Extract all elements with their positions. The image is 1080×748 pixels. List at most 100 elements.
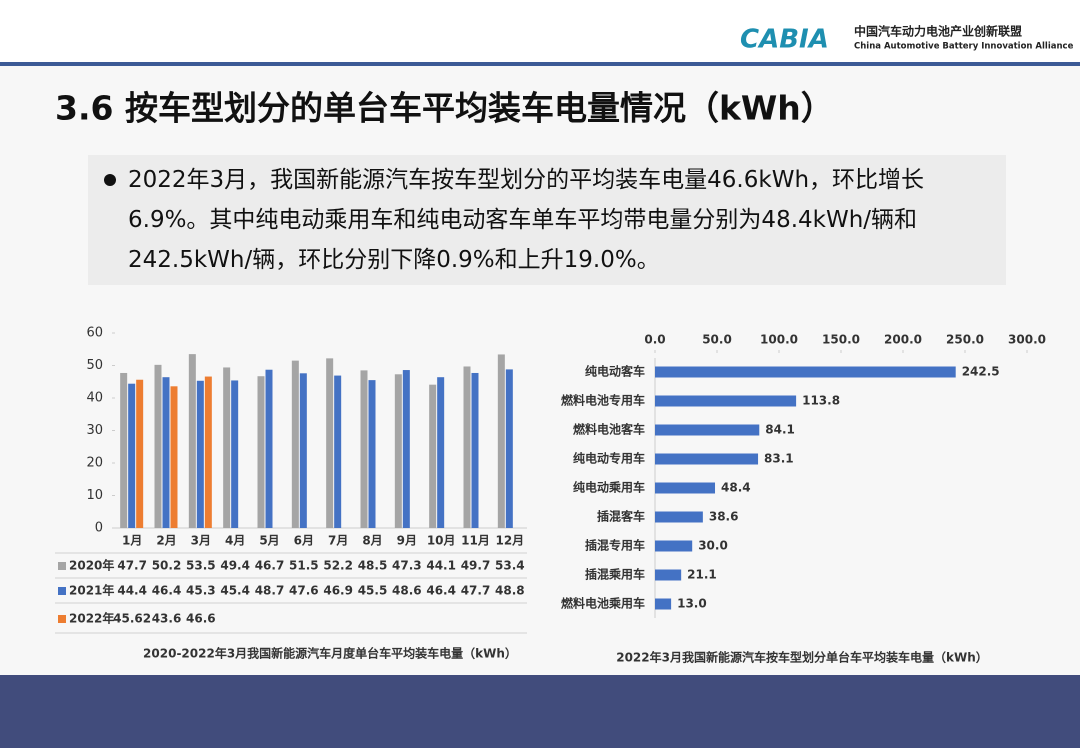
bar: [505, 369, 513, 528]
data-label: 84.1: [765, 423, 795, 437]
bar: [655, 569, 682, 581]
legend-swatch: [58, 615, 66, 623]
table-cell: 52.2: [323, 559, 353, 573]
bar: [334, 375, 342, 528]
y-tick-label: 50: [86, 358, 103, 373]
table-cell: 47.6: [289, 584, 319, 598]
table-cell: 47.3: [392, 559, 422, 573]
y-tick-label: 纯电动客车: [585, 364, 645, 379]
y-tick-label: 60: [86, 326, 103, 341]
y-tick-label: 燃料电池客车: [573, 422, 645, 437]
y-tick-label: 纯电动专用车: [573, 451, 645, 466]
x-tick-label: 4月: [225, 534, 245, 548]
org-cn: 中国汽车动力电池产业创新联盟: [854, 24, 1022, 39]
x-tick-label: 7月: [328, 534, 348, 548]
bar: [291, 360, 299, 528]
x-tick-label: 100.0: [760, 333, 798, 347]
bar: [170, 386, 178, 528]
bar: [257, 376, 265, 528]
bar: [360, 370, 368, 528]
table-cell: 46.4: [426, 584, 456, 598]
bar: [471, 372, 479, 528]
y-tick-label: 插混专用车: [585, 538, 645, 553]
bar: [655, 424, 760, 436]
bar: [299, 373, 307, 528]
y-tick-label: 纯电动乘用车: [573, 480, 645, 495]
table-cell: 45.4: [220, 584, 250, 598]
data-label: 38.6: [709, 510, 739, 524]
bar: [154, 364, 162, 528]
legend-swatch: [58, 562, 66, 570]
data-label: 242.5: [962, 365, 1000, 379]
data-label: 48.4: [721, 481, 751, 495]
footer-band: [0, 675, 1080, 748]
bullet-dot: [104, 174, 116, 186]
data-label: 113.8: [802, 394, 840, 408]
y-tick-label: 20: [86, 456, 103, 471]
table-cell: 48.6: [392, 584, 422, 598]
x-tick-label: 12月: [495, 534, 524, 548]
bar: [136, 379, 144, 528]
bar: [196, 380, 204, 528]
bar: [497, 354, 505, 528]
bar: [368, 380, 376, 528]
bullet-box: [88, 155, 1006, 285]
bar: [655, 598, 672, 610]
table-cell: 46.7: [255, 559, 285, 573]
y-tick-label: 10: [86, 488, 103, 503]
table-cell: 43.6: [152, 612, 182, 626]
y-tick-label: 0: [95, 521, 103, 536]
x-tick-label: 10月: [427, 534, 456, 548]
table-cell: 53.4: [495, 559, 525, 573]
table-cell: 50.2: [152, 559, 182, 573]
bullet-text: 2022年3月，我国新能源汽车按车型划分的平均装车电量46.6kWh，环比增长6…: [128, 167, 925, 273]
y-tick-label: 30: [86, 423, 103, 438]
bar: [223, 367, 231, 528]
x-tick-label: 6月: [294, 534, 314, 548]
slide-title: 3.6 按车型划分的单台车平均装车电量情况（kWh）: [55, 89, 834, 128]
table-cell: 51.5: [289, 559, 319, 573]
bar: [204, 376, 212, 528]
table-cell: 45.5: [358, 584, 388, 598]
x-tick-label: 8月: [362, 534, 382, 548]
x-tick-label: 3月: [191, 534, 211, 548]
y-tick-label: 插混乘用车: [585, 567, 645, 582]
bar: [655, 540, 693, 552]
bar: [655, 453, 759, 465]
table-cell: 45.3: [186, 584, 216, 598]
chart-title: 2020-2022年3月我国新能源汽车月度单台车平均装车电量（kWh）: [143, 646, 517, 661]
x-tick-label: 300.0: [1008, 333, 1046, 347]
table-cell: 49.4: [220, 559, 250, 573]
legend-swatch: [58, 587, 66, 595]
bar: [402, 370, 410, 528]
logo: CABIA: [740, 25, 829, 55]
table-cell: 49.7: [461, 559, 491, 573]
header-bg: [0, 0, 1080, 64]
bar: [326, 358, 334, 528]
bar: [429, 384, 437, 528]
x-tick-label: 0.0: [644, 333, 665, 347]
bar: [655, 366, 956, 378]
bar: [120, 372, 128, 528]
x-tick-label: 2月: [156, 534, 176, 548]
table-cell: 44.4: [117, 584, 147, 598]
y-tick-label: 燃料电池乘用车: [561, 596, 645, 611]
table-cell: 47.7: [117, 559, 147, 573]
header-line: [0, 62, 1080, 66]
table-grid: [55, 552, 527, 634]
table-cell: 53.5: [186, 559, 216, 573]
x-tick-label: 1月: [122, 534, 142, 548]
table-cell: 48.5: [358, 559, 388, 573]
org-en: China Automotive Battery Innovation Alli…: [854, 42, 1074, 52]
legend-label: 2021年: [69, 583, 114, 598]
chart-title: 2022年3月我国新能源汽车按车型划分单台车平均装车电量（kWh）: [616, 650, 988, 665]
table-cell: 46.9: [323, 584, 353, 598]
legend-label: 2020年: [69, 558, 114, 573]
x-tick-label: 150.0: [822, 333, 860, 347]
table-cell: 47.7: [461, 584, 491, 598]
data-label: 83.1: [764, 452, 794, 466]
y-tick-label: 燃料电池专用车: [561, 393, 645, 408]
x-tick-label: 250.0: [946, 333, 984, 347]
legend-label: 2022年: [69, 611, 114, 626]
